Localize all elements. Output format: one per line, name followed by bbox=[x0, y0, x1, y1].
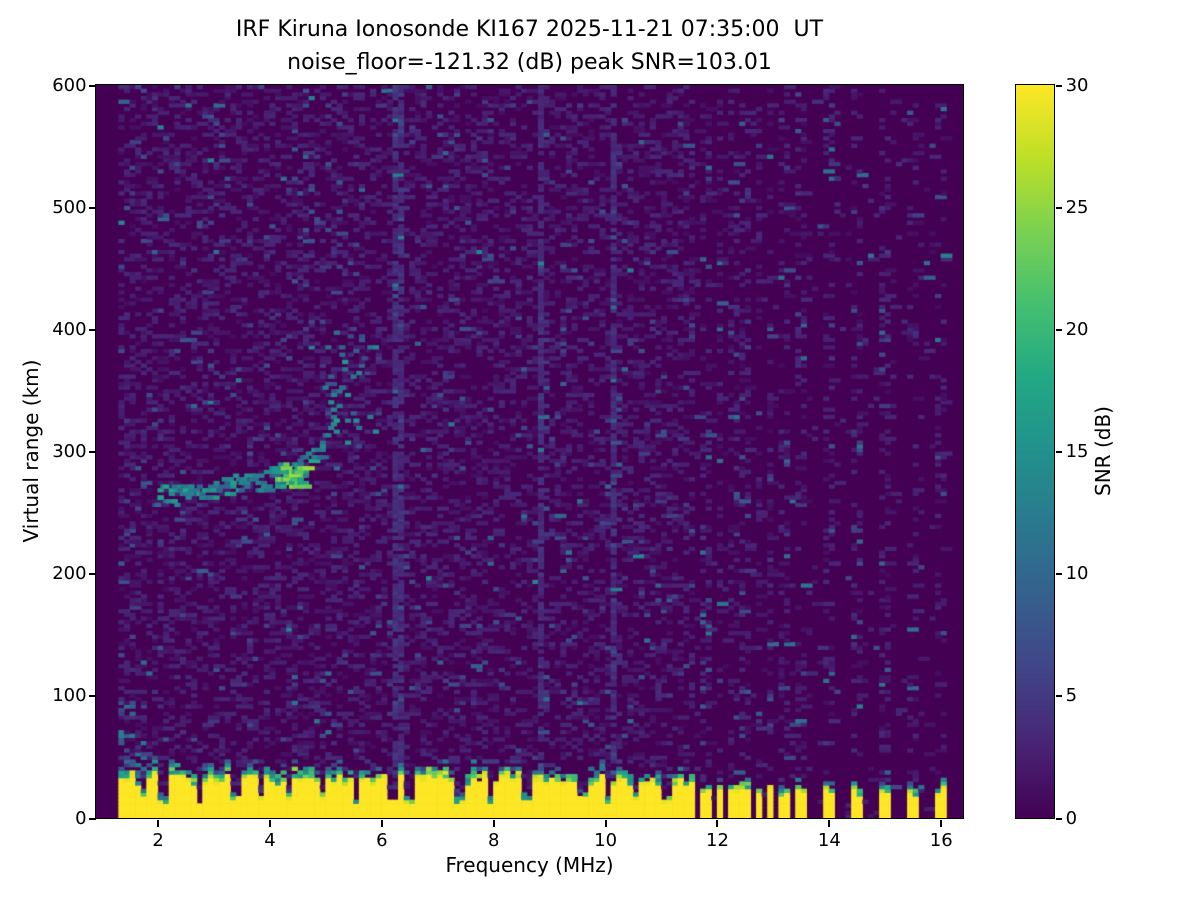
y-tick bbox=[88, 206, 96, 209]
y-tick-label: 600 bbox=[52, 74, 87, 96]
x-tick bbox=[716, 819, 719, 827]
x-tick-label: 16 bbox=[929, 829, 953, 851]
colorbar-tick bbox=[1055, 206, 1062, 209]
x-tick bbox=[828, 819, 831, 827]
y-tick-label: 100 bbox=[52, 685, 87, 707]
x-tick-label: 2 bbox=[152, 829, 164, 851]
x-tick-label: 10 bbox=[594, 829, 618, 851]
colorbar-tick bbox=[1055, 451, 1062, 454]
x-tick-label: 8 bbox=[488, 829, 500, 851]
figure-title: IRF Kiruna Ionosonde KI167 2025-11-21 07… bbox=[96, 13, 963, 79]
y-tick bbox=[88, 817, 96, 820]
ionogram-heatmap bbox=[96, 85, 963, 818]
colorbar-tick-label: 20 bbox=[1065, 318, 1089, 340]
x-tick-label: 14 bbox=[817, 829, 841, 851]
colorbar-tick-label: 30 bbox=[1065, 74, 1089, 96]
y-tick-label: 300 bbox=[52, 441, 87, 463]
title-line-2: noise_floor=-121.32 (dB) peak SNR=103.01 bbox=[287, 50, 772, 75]
x-tick bbox=[492, 819, 495, 827]
x-tick bbox=[157, 819, 160, 827]
y-tick-label: 500 bbox=[52, 196, 87, 218]
colorbar-tick bbox=[1055, 573, 1062, 576]
x-axis-label: Frequency (MHz) bbox=[445, 853, 614, 877]
colorbar-tick-label: 25 bbox=[1065, 196, 1089, 218]
colorbar-tick bbox=[1055, 817, 1062, 820]
x-tick-label: 12 bbox=[706, 829, 729, 851]
colorbar-tick-label: 0 bbox=[1065, 807, 1078, 829]
x-tick bbox=[380, 819, 383, 827]
y-tick bbox=[88, 328, 96, 331]
colorbar-tick bbox=[1055, 695, 1062, 698]
x-tick bbox=[940, 819, 943, 827]
colorbar-label: SNR (dB) bbox=[1091, 406, 1115, 496]
x-tick bbox=[269, 819, 271, 827]
colorbar-tick-label: 15 bbox=[1065, 441, 1089, 463]
plot-area bbox=[95, 84, 964, 819]
colorbar-tick-label: 10 bbox=[1065, 563, 1089, 585]
x-tick-label: 4 bbox=[264, 829, 276, 851]
y-tick bbox=[88, 695, 96, 698]
colorbar-tick bbox=[1055, 328, 1062, 331]
colorbar-tick-label: 5 bbox=[1065, 685, 1078, 707]
x-tick bbox=[604, 819, 607, 827]
title-line-1: IRF Kiruna Ionosonde KI167 2025-11-21 07… bbox=[235, 17, 824, 42]
y-tick bbox=[88, 84, 96, 87]
y-tick-label: 400 bbox=[52, 318, 87, 340]
y-tick bbox=[88, 451, 96, 454]
y-tick-label: 200 bbox=[52, 563, 87, 585]
y-tick-label: 0 bbox=[75, 807, 87, 829]
colorbar bbox=[1015, 84, 1055, 819]
y-tick bbox=[88, 573, 96, 576]
colorbar-tick bbox=[1055, 84, 1062, 87]
x-tick-label: 6 bbox=[376, 829, 388, 851]
